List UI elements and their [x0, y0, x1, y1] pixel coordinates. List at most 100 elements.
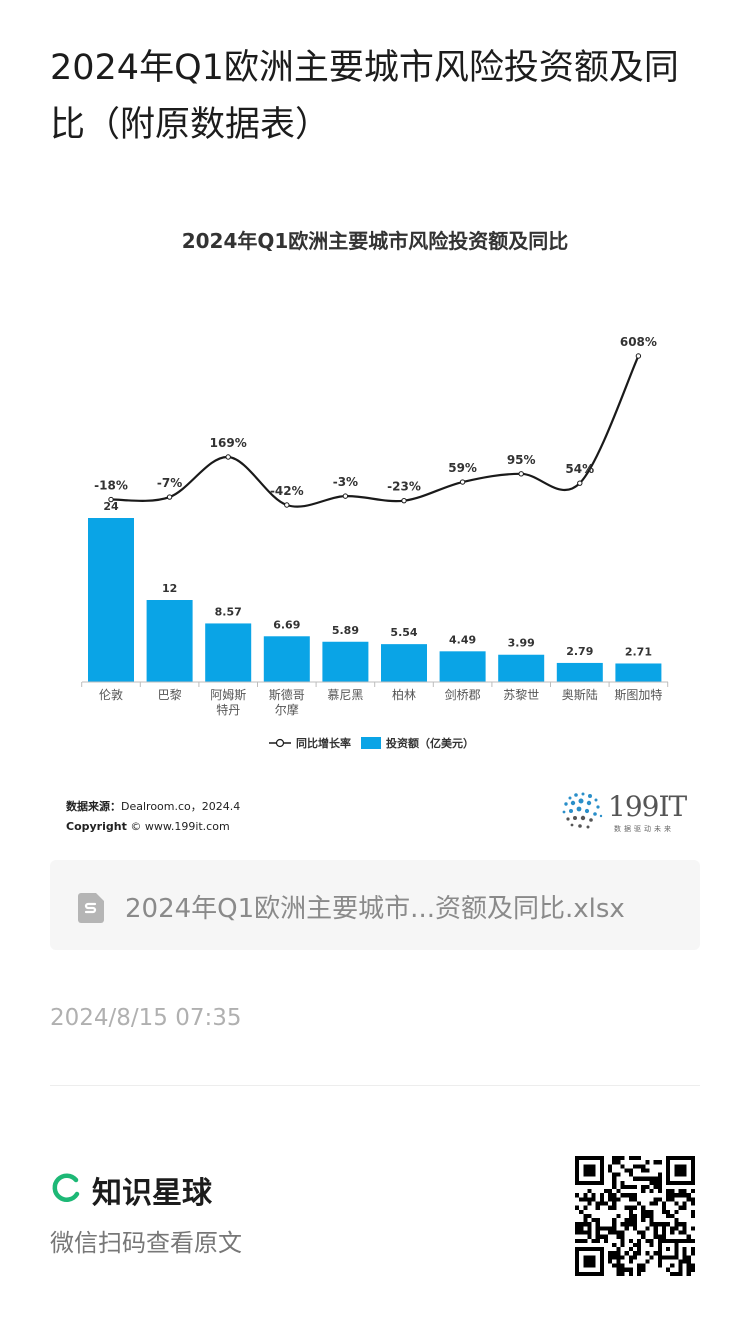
qr-module	[579, 1209, 584, 1214]
qr-module	[599, 1201, 604, 1206]
qr-module	[682, 1222, 687, 1227]
qr-module	[587, 1189, 592, 1194]
qr-module	[632, 1218, 638, 1223]
qr-module	[579, 1222, 584, 1227]
qr-module	[666, 1267, 671, 1272]
qr-module	[587, 1213, 592, 1219]
qr-module	[637, 1156, 642, 1161]
qr-module	[599, 1234, 604, 1239]
qr-module	[624, 1184, 629, 1190]
qr-module	[690, 1209, 695, 1214]
qr-module	[641, 1184, 646, 1190]
x-tick-label: 巴黎	[158, 688, 182, 702]
qr-code[interactable]	[575, 1156, 695, 1276]
x-tick-label: 苏黎世	[503, 688, 539, 702]
qr-module	[603, 1234, 609, 1239]
qr-module	[641, 1213, 646, 1219]
growth-value-label: 54%	[565, 462, 594, 476]
qr-module	[682, 1259, 687, 1264]
attachment-card[interactable]: 2024年Q1欧洲主要城市...资额及同比.xlsx	[50, 860, 700, 950]
qr-module	[670, 1230, 675, 1235]
attachment-file-name[interactable]: 2024年Q1欧洲主要城市...资额及同比.xlsx	[125, 894, 625, 924]
bar-label-group: 24 12 8.57 6.69 5.89 5.54 4.49 3.99 2.79 2.71	[103, 500, 652, 658]
legend-bar-swatch	[361, 737, 381, 749]
qr-module	[612, 1218, 617, 1223]
qr-module	[599, 1197, 604, 1202]
chart-image[interactable]: 2024年Q1欧洲主要城市风险投资额及同比 24 12 8.57 6.69 5.89 5.…	[0, 205, 750, 845]
qr-module	[595, 1205, 600, 1210]
qr-module	[637, 1230, 642, 1235]
growth-value-label: -42%	[270, 484, 304, 498]
qr-module	[641, 1164, 646, 1169]
qr-module	[645, 1209, 650, 1214]
qr-module	[620, 1271, 625, 1276]
growth-point-6	[401, 497, 407, 504]
growth-value-label: -18%	[94, 479, 128, 493]
qr-module	[686, 1193, 691, 1198]
qr-module	[628, 1222, 633, 1227]
qr-module	[686, 1263, 691, 1268]
qr-module	[678, 1193, 683, 1198]
qr-module	[666, 1222, 671, 1227]
qr-module	[628, 1156, 633, 1161]
bar-3	[205, 623, 252, 682]
qr-module	[686, 1259, 691, 1264]
qr-module	[583, 1213, 588, 1219]
qr-module	[612, 1160, 617, 1165]
post-title: 2024年Q1欧洲主要城市风险投资额及同比（附原数据表）	[50, 48, 679, 145]
qr-module	[632, 1213, 638, 1219]
qr-module	[641, 1230, 646, 1235]
qr-module	[616, 1263, 621, 1268]
growth-point-10	[635, 353, 642, 359]
qr-module	[632, 1251, 638, 1256]
qr-module	[608, 1197, 613, 1202]
bar-value-label: 2.71	[625, 645, 652, 658]
qr-module	[641, 1176, 646, 1181]
qr-module	[587, 1222, 592, 1227]
qr-module	[686, 1271, 691, 1276]
qr-module	[628, 1168, 633, 1173]
qr-module	[624, 1251, 629, 1256]
qr-module	[686, 1234, 691, 1239]
qr-module	[674, 1271, 679, 1276]
qr-module	[599, 1193, 604, 1198]
qr-module	[579, 1230, 584, 1235]
qr-module	[616, 1197, 621, 1202]
x-tick-label: 阿姆斯	[210, 688, 246, 702]
qr-module	[641, 1234, 646, 1239]
qr-module	[620, 1193, 625, 1198]
qr-module	[591, 1218, 596, 1223]
qr-module	[608, 1193, 613, 1198]
qr-module	[674, 1222, 679, 1227]
qr-module	[682, 1201, 687, 1206]
qr-module	[657, 1234, 662, 1239]
bar-value-label: 4.49	[449, 633, 476, 646]
qr-module	[670, 1197, 675, 1202]
qr-module	[670, 1226, 675, 1231]
qr-module	[678, 1205, 683, 1210]
growth-point-5	[342, 493, 349, 499]
qr-module	[645, 1226, 650, 1231]
qr-module	[608, 1164, 613, 1169]
qr-module	[682, 1205, 687, 1210]
qr-module	[657, 1160, 662, 1165]
bar-10	[615, 663, 662, 682]
bar-1	[88, 518, 134, 682]
qr-module	[620, 1267, 625, 1272]
qr-module	[575, 1226, 580, 1231]
qr-module	[645, 1160, 650, 1165]
qr-module	[653, 1180, 658, 1185]
qr-module	[670, 1263, 675, 1268]
bar-group	[88, 518, 662, 682]
qr-module	[612, 1251, 617, 1256]
bar-value-label: 3.99	[508, 637, 535, 650]
qr-module	[649, 1180, 654, 1185]
qr-module	[620, 1230, 625, 1235]
growth-value-label: 59%	[448, 461, 477, 475]
qr-module	[591, 1197, 596, 1202]
qr-module	[678, 1230, 683, 1235]
qr-module	[670, 1213, 675, 1219]
qr-module	[612, 1172, 617, 1177]
qr-module	[645, 1184, 650, 1190]
qr-module	[657, 1189, 662, 1194]
